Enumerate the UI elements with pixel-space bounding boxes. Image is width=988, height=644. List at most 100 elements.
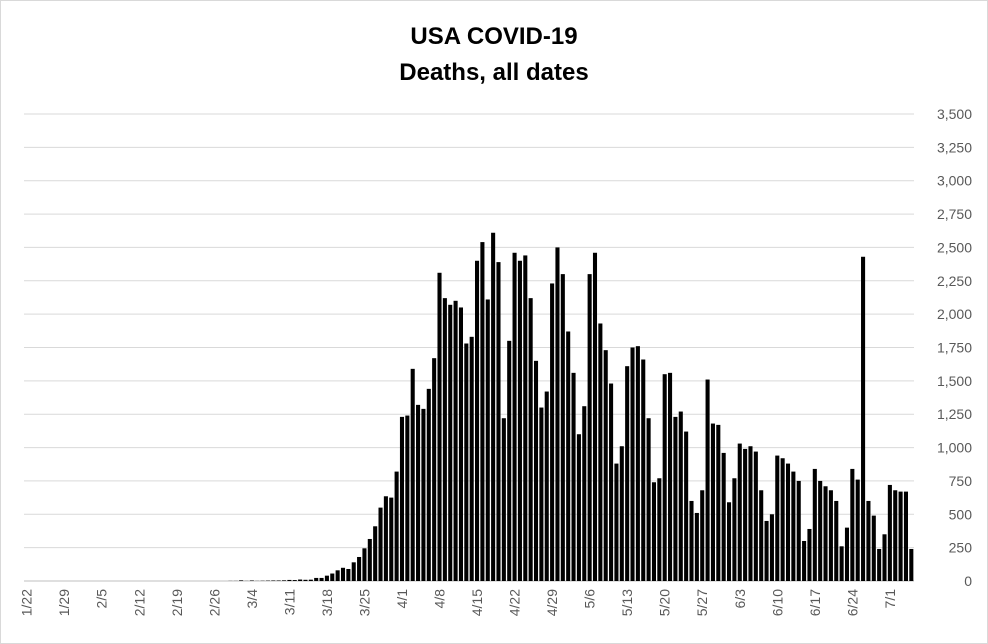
bar [571, 372, 576, 581]
bar [410, 368, 415, 581]
bar [539, 407, 544, 581]
bar [619, 446, 624, 581]
bar [764, 520, 769, 581]
bar [399, 416, 405, 581]
bar [662, 374, 667, 581]
bar [314, 577, 319, 581]
x-tick-label: 7/1 [882, 589, 898, 609]
y-tick-label: 1,000 [937, 440, 972, 456]
bar [909, 548, 914, 581]
bar [582, 406, 587, 581]
bar [796, 480, 801, 581]
bar [646, 418, 651, 581]
bar [421, 408, 426, 581]
bar [469, 336, 474, 581]
bar [673, 416, 678, 581]
bar [603, 350, 608, 581]
bar [759, 490, 764, 581]
bar [496, 262, 501, 581]
bar [893, 490, 898, 581]
bar [324, 575, 329, 581]
bar [855, 479, 860, 581]
x-tick-label: 3/25 [356, 589, 372, 616]
x-tick-label: 2/19 [169, 589, 185, 616]
bar [475, 260, 480, 581]
y-tick-label: 750 [949, 473, 973, 489]
y-tick-label: 500 [949, 506, 973, 522]
bar [319, 577, 324, 581]
bar [641, 359, 646, 581]
bar [512, 252, 517, 581]
bar [308, 579, 313, 581]
bar [898, 491, 903, 581]
bar [743, 448, 748, 581]
bar [700, 490, 705, 581]
bar [684, 431, 689, 581]
bar [710, 423, 715, 581]
x-tick-label: 1/22 [19, 589, 35, 616]
bar [389, 497, 394, 581]
x-tick-label: 1/29 [56, 589, 72, 616]
bar [362, 548, 367, 581]
bar [839, 546, 844, 581]
x-tick-label: 5/13 [619, 589, 635, 616]
bar [442, 298, 447, 581]
bar [769, 514, 774, 581]
x-tick-label: 2/26 [206, 589, 222, 616]
y-tick-label: 1,250 [937, 406, 972, 422]
x-tick-label: 4/1 [394, 589, 410, 609]
bar [287, 579, 292, 581]
bar [877, 548, 882, 581]
bar [544, 391, 549, 581]
bar [298, 579, 303, 581]
bar [630, 347, 635, 581]
bar [807, 528, 812, 581]
bar [694, 512, 699, 581]
chart-subtitle: Deaths, all dates [399, 59, 588, 86]
bar [587, 274, 592, 581]
bar [818, 480, 823, 581]
bar [614, 463, 619, 581]
x-tick-label: 6/24 [844, 589, 860, 616]
y-tick-label: 2,000 [937, 306, 972, 322]
bar [625, 366, 630, 581]
bar [609, 383, 614, 581]
bar [753, 451, 758, 581]
bar [357, 556, 362, 581]
bar [351, 562, 356, 581]
y-tick-label: 3,500 [937, 106, 972, 122]
bar [346, 568, 351, 581]
bar [528, 298, 533, 581]
y-tick-label: 3,250 [937, 139, 972, 155]
bar [303, 579, 308, 581]
bar [367, 538, 372, 581]
bar [737, 443, 742, 581]
bar [657, 478, 662, 581]
bar [335, 570, 340, 581]
bar [249, 580, 254, 581]
bar [844, 527, 850, 581]
bar [850, 468, 855, 581]
bar [871, 515, 876, 581]
bar [903, 491, 908, 581]
bar [560, 274, 565, 581]
bar [394, 471, 399, 581]
chart-title: USA COVID-19 [410, 23, 577, 50]
bar [340, 567, 346, 581]
bar [576, 434, 581, 581]
bar [239, 580, 244, 581]
bar [555, 247, 560, 581]
bar [689, 500, 694, 581]
bar [292, 580, 297, 581]
bar [383, 496, 388, 581]
x-tick-label: 4/29 [544, 589, 560, 616]
bar [507, 340, 512, 581]
bar [480, 242, 485, 581]
bar [592, 252, 598, 581]
bar [716, 424, 721, 581]
x-tick-label: 2/5 [94, 589, 110, 609]
bar [785, 463, 791, 581]
x-tick-label: 4/8 [432, 589, 448, 609]
y-tick-label: 2,500 [937, 239, 972, 255]
